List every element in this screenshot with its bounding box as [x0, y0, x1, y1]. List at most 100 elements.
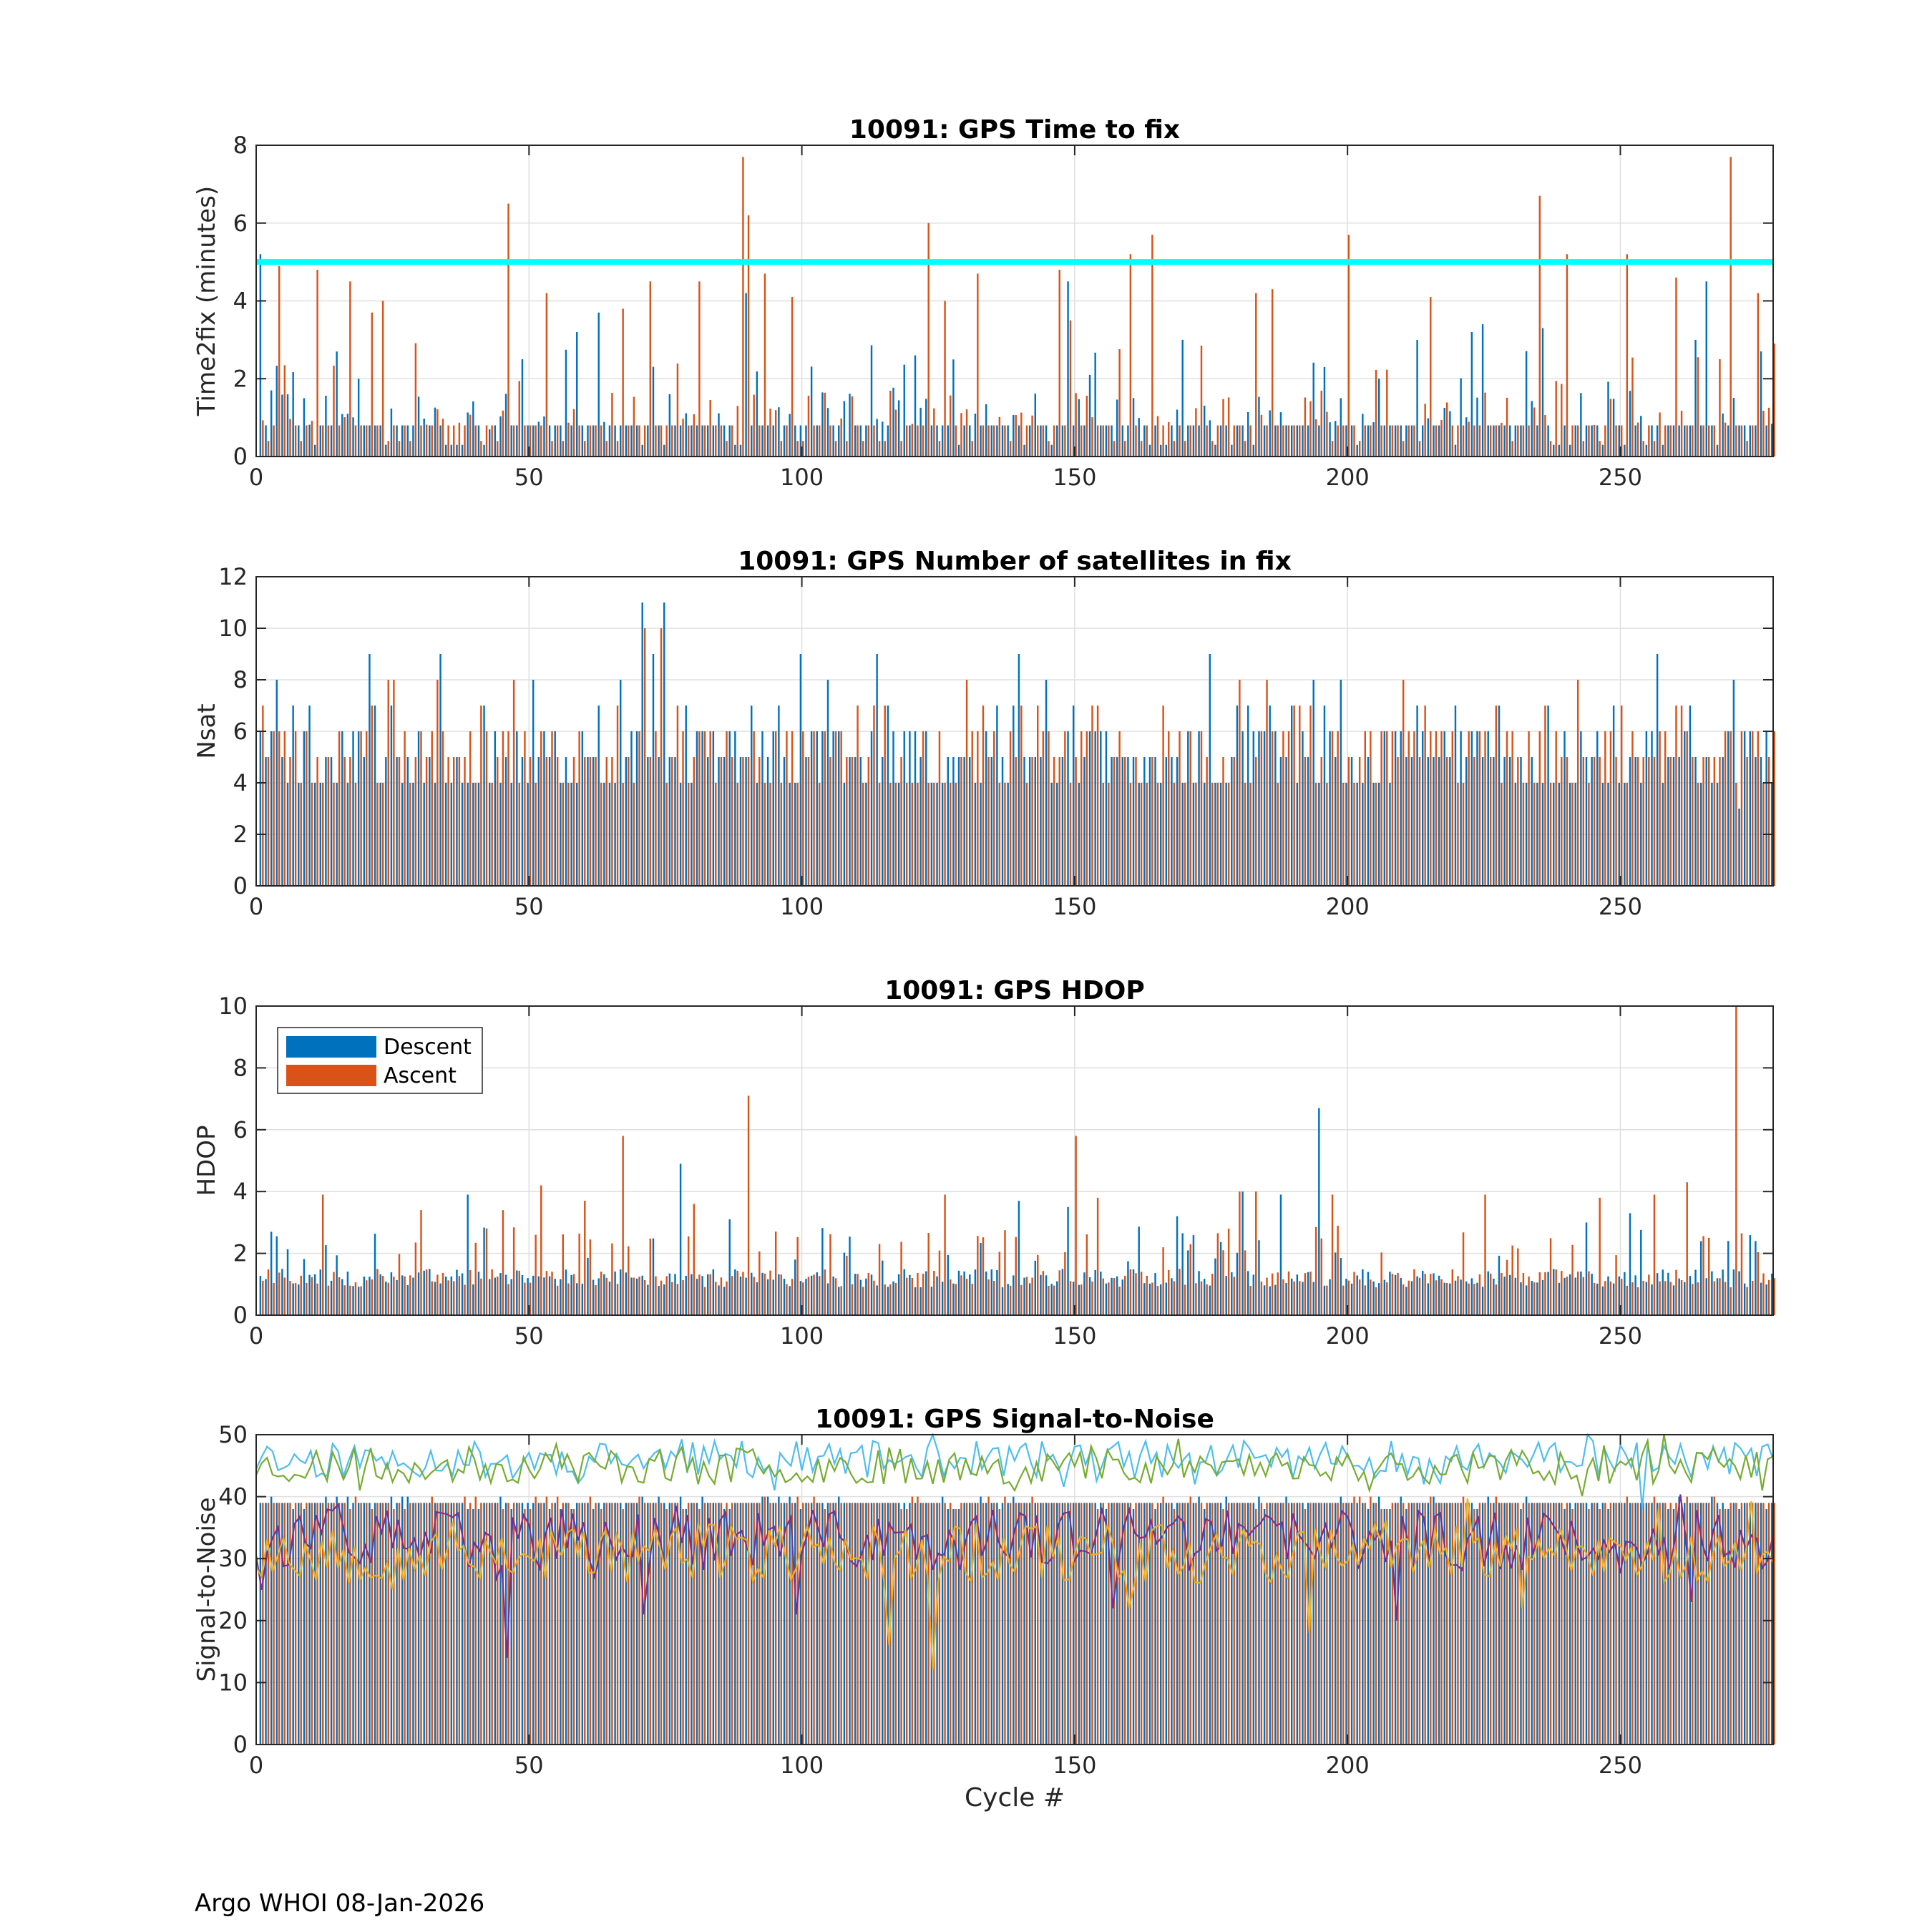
bar — [1080, 1503, 1083, 1745]
bar — [1358, 441, 1361, 457]
bar — [747, 1503, 750, 1745]
bar — [387, 680, 389, 886]
bar — [990, 425, 992, 457]
bar — [1370, 425, 1372, 457]
bar — [1299, 1281, 1301, 1315]
bar — [1058, 1270, 1060, 1315]
bar — [1334, 757, 1337, 886]
bar — [390, 1496, 393, 1745]
bar — [851, 396, 854, 457]
bar — [1031, 1496, 1033, 1745]
bar — [676, 1284, 679, 1315]
bar — [1561, 1271, 1563, 1315]
bar — [570, 425, 572, 457]
bar — [933, 1271, 935, 1315]
bar — [1085, 731, 1088, 886]
bar — [1664, 1281, 1667, 1315]
bar — [1427, 418, 1430, 457]
bar — [548, 757, 551, 886]
bar — [1380, 425, 1382, 457]
bar — [1358, 1279, 1361, 1315]
bar — [521, 1503, 524, 1745]
bar — [1689, 1503, 1692, 1745]
bar — [1034, 1260, 1037, 1315]
bar — [641, 1275, 643, 1315]
bar — [897, 1274, 900, 1315]
bar — [1574, 1503, 1576, 1745]
bar — [1430, 297, 1432, 457]
bar — [894, 1503, 897, 1745]
bar — [1091, 417, 1093, 457]
bar — [766, 1279, 769, 1315]
bar — [1525, 1285, 1528, 1315]
bar — [882, 1503, 884, 1745]
bar — [1473, 757, 1475, 886]
bar — [325, 1496, 327, 1745]
bar — [1544, 706, 1546, 886]
bar — [529, 425, 532, 457]
bar — [834, 441, 837, 457]
bar — [369, 654, 371, 886]
snr-line-snr-3 — [255, 1494, 1775, 1658]
bar — [1511, 441, 1513, 457]
bar — [1056, 783, 1058, 886]
bar — [444, 1503, 447, 1745]
bar — [1386, 731, 1388, 886]
bar — [589, 757, 592, 886]
bar — [878, 441, 881, 457]
bar — [1176, 1503, 1179, 1745]
bar — [723, 1287, 726, 1315]
bar — [1075, 1136, 1077, 1315]
bar — [494, 1277, 497, 1315]
bar — [783, 425, 786, 457]
bar — [1329, 422, 1331, 457]
bar — [567, 422, 570, 457]
bar — [545, 1271, 548, 1315]
bar — [1773, 731, 1775, 886]
bar — [1329, 1279, 1331, 1315]
bar — [267, 1269, 270, 1315]
bar — [903, 364, 905, 457]
bar — [267, 441, 270, 457]
bar — [1476, 1282, 1478, 1315]
bar — [587, 757, 589, 886]
bar — [786, 425, 788, 457]
bar — [441, 1503, 444, 1745]
bar — [911, 783, 914, 886]
bar — [1624, 444, 1626, 457]
bar — [1100, 425, 1102, 457]
bar — [1760, 1503, 1762, 1745]
bar — [1307, 757, 1309, 886]
bar — [387, 1282, 389, 1315]
bar — [429, 1269, 431, 1315]
bar — [1400, 731, 1402, 886]
bar — [327, 425, 330, 457]
bar — [936, 783, 938, 886]
bar — [308, 706, 311, 886]
bar — [682, 1280, 684, 1315]
bar — [616, 1284, 619, 1315]
bar — [707, 1274, 709, 1315]
bar — [635, 1278, 638, 1315]
bar — [1356, 783, 1358, 886]
bar — [1624, 783, 1626, 886]
bar — [816, 1503, 818, 1745]
bar — [298, 1503, 300, 1745]
bar — [1558, 783, 1561, 886]
bar — [826, 680, 829, 886]
bar — [502, 731, 504, 886]
bar — [1522, 1503, 1525, 1745]
bar — [745, 757, 747, 886]
bar — [1053, 1503, 1055, 1745]
bar — [1326, 411, 1328, 457]
bar — [286, 1249, 289, 1315]
bar — [1320, 1238, 1322, 1315]
bar — [799, 425, 802, 457]
bar — [1536, 425, 1538, 457]
bar — [834, 1503, 837, 1745]
bar — [1541, 1503, 1544, 1745]
bar — [1634, 757, 1636, 886]
bar — [1067, 281, 1069, 457]
bar — [1108, 783, 1110, 886]
bar — [316, 270, 318, 457]
